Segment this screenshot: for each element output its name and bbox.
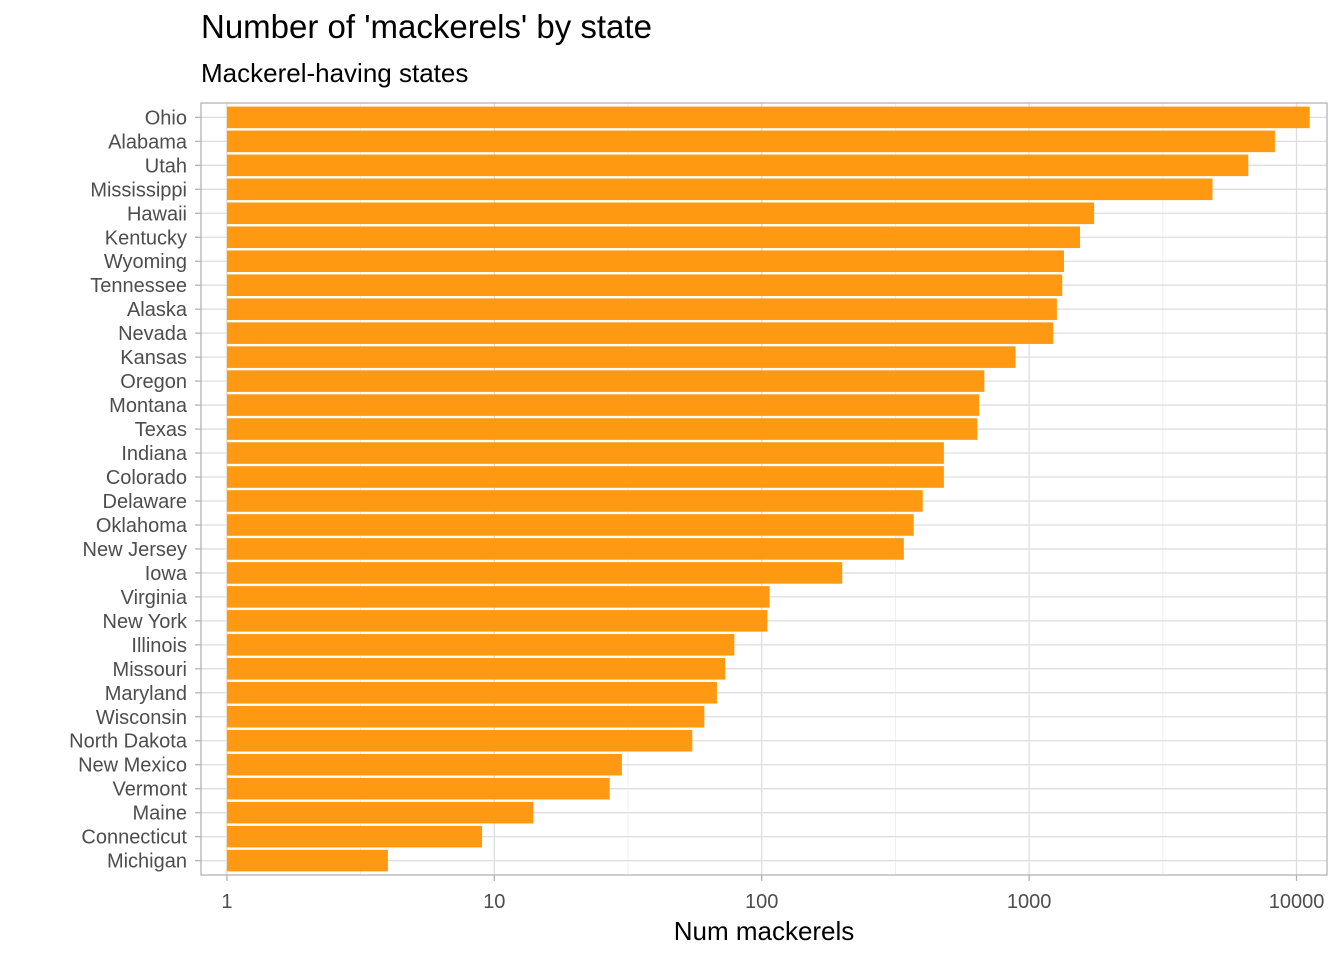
y-tick-label: Vermont <box>113 779 188 801</box>
x-axis-labels: 1 10 100 1000 10000 <box>221 875 1324 913</box>
bar <box>226 490 923 512</box>
y-tick-label: New York <box>103 611 188 633</box>
bar <box>226 777 610 800</box>
bar <box>226 801 534 824</box>
bar <box>226 466 944 488</box>
y-tick-label: Missouri <box>113 659 187 681</box>
y-tick-label: Alabama <box>108 131 188 153</box>
y-tick-label: Virginia <box>121 587 188 609</box>
chart-subtitle: Mackerel-having states <box>201 58 469 88</box>
y-tick-label: New Mexico <box>78 755 187 777</box>
bar <box>226 418 978 440</box>
y-tick-label: Mississippi <box>90 179 187 201</box>
y-tick-label: Texas <box>135 419 187 441</box>
y-tick-label: Ohio <box>145 107 187 129</box>
bar <box>226 346 1016 368</box>
bar <box>226 274 1063 296</box>
y-tick-label: Wyoming <box>104 251 187 273</box>
y-tick-label: Wisconsin <box>96 707 187 729</box>
bar <box>226 849 388 872</box>
bar <box>226 586 770 608</box>
panel-border <box>200 102 1328 876</box>
y-tick-label: Oklahoma <box>96 515 188 537</box>
bar <box>226 154 1249 177</box>
y-tick-label: Oregon <box>120 371 187 393</box>
y-tick-label: Delaware <box>103 491 187 513</box>
bar <box>226 370 985 392</box>
x-tick-label: 1 <box>221 891 232 913</box>
y-tick-label: Illinois <box>131 635 187 657</box>
bar <box>226 729 693 752</box>
bar <box>226 250 1064 273</box>
bar <box>226 514 914 536</box>
chart-title: Number of 'mackerels' by state <box>201 8 652 45</box>
bar <box>226 562 843 584</box>
y-tick-label: Colorado <box>106 467 187 489</box>
bar <box>226 202 1095 225</box>
y-axis-labels: OhioAlabamaUtahMississippiHawaiiKentucky… <box>69 107 201 873</box>
bar <box>226 538 904 560</box>
x-tick-label: 10 <box>483 891 505 913</box>
y-tick-label: Nevada <box>118 323 188 345</box>
y-tick-label: North Dakota <box>69 731 188 753</box>
bar <box>226 825 483 848</box>
bar <box>226 682 717 704</box>
y-tick-label: Connecticut <box>81 827 187 849</box>
bar <box>226 442 944 464</box>
x-tick-label: 100 <box>745 891 778 913</box>
y-tick-label: Maine <box>133 803 187 825</box>
y-tick-label: Kansas <box>120 347 187 369</box>
bar <box>226 705 705 728</box>
y-tick-label: Indiana <box>121 443 187 465</box>
bar <box>226 322 1054 344</box>
bar <box>226 106 1310 129</box>
y-tick-label: Montana <box>109 395 188 417</box>
y-tick-label: Michigan <box>107 851 187 873</box>
bar <box>226 634 735 656</box>
x-tick-label: 1000 <box>1007 891 1052 913</box>
y-tick-label: New Jersey <box>83 539 187 561</box>
bar <box>226 753 622 776</box>
y-tick-label: Hawaii <box>127 203 187 225</box>
y-tick-label: Alaska <box>127 299 188 321</box>
bar <box>226 226 1081 249</box>
y-tick-label: Tennessee <box>90 275 187 297</box>
bar <box>226 610 768 632</box>
x-tick-label: 10000 <box>1269 891 1325 913</box>
bar <box>226 394 980 416</box>
bar <box>226 658 726 680</box>
y-tick-label: Maryland <box>105 683 187 705</box>
bar <box>226 130 1275 153</box>
y-tick-label: Iowa <box>145 563 188 585</box>
bars-layer <box>226 106 1310 872</box>
y-tick-label: Utah <box>145 155 187 177</box>
x-axis-title: Num mackerels <box>674 916 855 946</box>
bar <box>226 178 1213 201</box>
y-tick-label: Kentucky <box>105 227 187 249</box>
bar <box>226 298 1057 320</box>
